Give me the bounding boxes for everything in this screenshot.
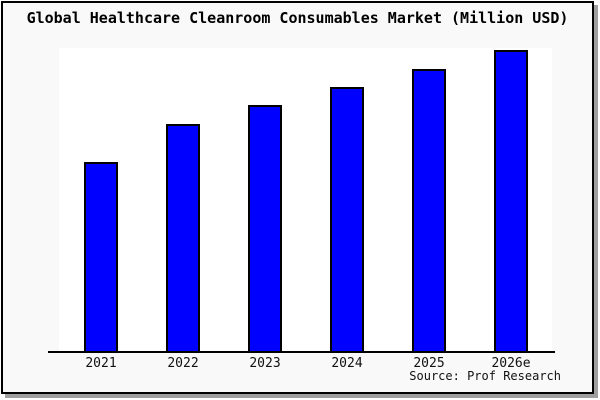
x-tick-label-2025: 2025 [413,356,445,371]
chart-card: Global Healthcare Cleanroom Consumables … [1,1,594,394]
bar-2024 [330,87,364,351]
x-axis-line [48,351,555,353]
bar-2026e [494,50,528,351]
x-tick-label-2024: 2024 [331,356,363,371]
x-axis-tick-labels: 2021 2022 2023 2024 2025 2026e [59,356,552,371]
bar-2022 [166,124,200,351]
bar-2025 [412,68,446,351]
x-tick-label-2021: 2021 [85,356,117,371]
source-credit: Source: Prof Research [409,369,561,383]
x-tick-label-2022: 2022 [167,356,199,371]
x-tick-label-2023: 2023 [249,356,281,371]
x-tick-label-2026e: 2026e [491,356,531,371]
bar-2021 [84,161,118,351]
plot-area [59,48,552,351]
bar-2023 [248,104,282,351]
chart-title: Global Healthcare Cleanroom Consumables … [26,9,569,27]
